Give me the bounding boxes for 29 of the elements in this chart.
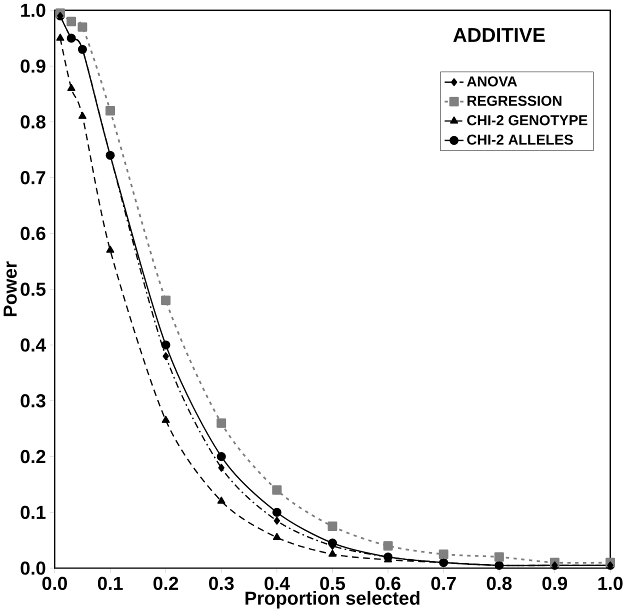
y-tick-label: 1.0 <box>21 4 46 17</box>
y-axis-title: Power <box>4 261 17 316</box>
y-tick-label: 0.9 <box>20 59 46 73</box>
x-tick-label: 0.2 <box>153 576 178 590</box>
y-tick-label: 0.2 <box>20 450 46 464</box>
x-tick-label: 0.3 <box>209 576 234 590</box>
x-tick-label: 0.1 <box>98 576 123 590</box>
x-tick-label: 0.5 <box>320 576 346 590</box>
y-tick-label: 0.3 <box>20 394 46 408</box>
legend-title: ADDITIVE <box>453 28 545 42</box>
x-tick-label: 0.7 <box>431 576 456 590</box>
x-tick-label: 0.9 <box>542 576 568 590</box>
x-tick-label: 0.4 <box>264 576 290 590</box>
y-tick-label: 0.0 <box>20 561 46 575</box>
y-tick-label: 0.4 <box>20 338 46 352</box>
x-tick-label: 0.8 <box>486 576 512 590</box>
legend-label: CHI-2 GENOTYPE <box>467 115 588 126</box>
x-axis-title: Proportion selected <box>246 590 420 608</box>
x-tick-label: 0.6 <box>376 576 400 590</box>
legend-label: ANOVA <box>466 76 517 86</box>
y-tick-label: 0.8 <box>20 115 46 128</box>
y-tick-label: 0.6 <box>20 226 46 240</box>
y-tick-label: 0.7 <box>20 170 46 184</box>
y-tick-label: 0.1 <box>20 506 46 519</box>
legend-label: REGRESSION <box>468 96 562 106</box>
x-tick-label: 0.0 <box>42 576 67 590</box>
y-tick-label: 0.5 <box>20 282 46 296</box>
x-tick-label: 1.0 <box>598 576 623 590</box>
legend-label: CHI-2 ALLELES <box>467 134 573 145</box>
